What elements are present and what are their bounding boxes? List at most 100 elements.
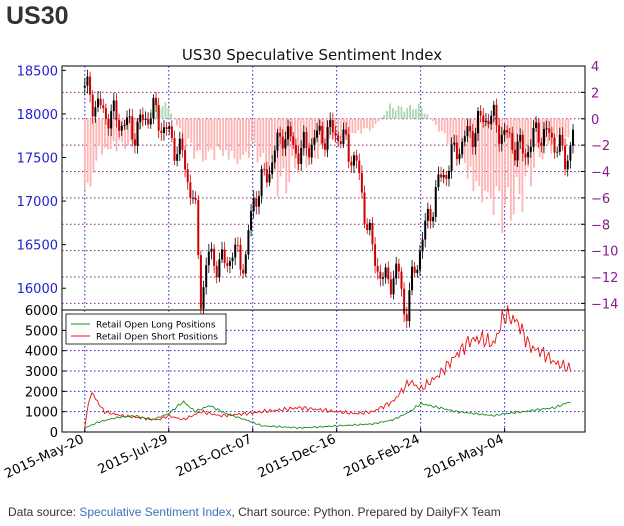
ssi-bar-100 xyxy=(371,118,374,129)
candle-body-86 xyxy=(310,144,313,158)
candle-body-133 xyxy=(434,187,437,217)
candle-body-132 xyxy=(432,216,435,222)
ssi-bar-147 xyxy=(507,118,509,188)
bottom-tick-label-4: 4000 xyxy=(25,345,58,360)
candle-body-6 xyxy=(99,98,102,106)
candle-body-130 xyxy=(426,208,429,221)
ssi-bar-50 xyxy=(227,118,230,160)
ssi-bar-131 xyxy=(461,118,463,158)
candle-body-148 xyxy=(474,133,477,147)
ssi-bar-14 xyxy=(124,118,126,150)
legend-label-0: Retail Open Long Positions xyxy=(96,321,216,331)
candle-body-10 xyxy=(110,111,113,129)
ssi-bar-49 xyxy=(224,118,227,151)
ssi-bar-54 xyxy=(239,118,242,160)
right-tick-label-1: 2 xyxy=(591,86,599,101)
candle-body-170 xyxy=(532,127,535,147)
candle-body-131 xyxy=(429,208,432,222)
bottom-tick-label-6: 6000 xyxy=(25,304,58,319)
candle-body-126 xyxy=(416,269,419,273)
candle-body-54 xyxy=(226,263,229,266)
candle-body-45 xyxy=(202,287,205,309)
ssi-bar-51 xyxy=(230,118,233,151)
left-tick-label-4: 18000 xyxy=(17,108,58,123)
ssi-bar-124 xyxy=(440,118,443,131)
candle-body-28 xyxy=(157,105,160,131)
candle-body-62 xyxy=(247,230,250,255)
left-tick-label-2: 17000 xyxy=(17,195,58,210)
ssi-bar-6 xyxy=(101,118,103,155)
candle-body-119 xyxy=(397,263,400,272)
candle-body-127 xyxy=(418,251,421,270)
candle-body-128 xyxy=(421,239,424,252)
candle-body-136 xyxy=(442,174,445,178)
ssi-bar-99 xyxy=(368,118,371,132)
candle-body-63 xyxy=(250,211,253,231)
candle-body-141 xyxy=(455,142,458,160)
candle-body-34 xyxy=(173,138,176,161)
candle-body-66 xyxy=(257,196,260,207)
candle-body-23 xyxy=(144,119,147,121)
top-frame xyxy=(61,65,586,311)
candle-body-124 xyxy=(411,266,414,291)
ssi-bar-30 xyxy=(170,113,173,119)
candle-body-20 xyxy=(136,121,139,146)
candle-body-162 xyxy=(511,133,514,150)
candle-body-108 xyxy=(368,222,371,231)
candle-body-117 xyxy=(392,278,395,295)
ssi-bar-160 xyxy=(544,118,547,143)
ssi-bar-17 xyxy=(132,118,135,144)
ssi-bar-72 xyxy=(291,118,293,156)
ssi-bar-137 xyxy=(478,118,481,187)
candle-body-7 xyxy=(102,105,105,109)
candle-body-182 xyxy=(564,145,567,170)
candle-body-88 xyxy=(316,130,319,138)
candle-body-173 xyxy=(540,142,543,146)
candle-body-115 xyxy=(387,267,390,280)
candle-body-42 xyxy=(194,197,197,200)
ssi-bar-44 xyxy=(210,118,213,150)
right-tick-label-8: −12 xyxy=(591,271,618,286)
ssi-bar-36 xyxy=(187,118,190,139)
ssi-bar-11 xyxy=(115,118,118,152)
candle-body-145 xyxy=(466,126,469,137)
ssi-bar-90 xyxy=(342,118,345,134)
candle-body-13 xyxy=(118,120,121,131)
ssi-bar-134 xyxy=(469,118,472,167)
ssi-bar-135 xyxy=(472,118,475,192)
ssi-bar-35 xyxy=(184,118,187,148)
candle-body-57 xyxy=(234,244,237,258)
ssi-bar-136 xyxy=(475,118,478,181)
ssi-bar-102 xyxy=(377,118,380,122)
candle-body-107 xyxy=(366,223,369,231)
candle-body-123 xyxy=(408,290,411,322)
ssi-bar-15 xyxy=(127,118,129,146)
candle-body-179 xyxy=(556,151,559,153)
ssi-bar-133 xyxy=(466,118,469,179)
candle-body-40 xyxy=(189,182,192,198)
ssi-bar-167 xyxy=(564,118,567,137)
candle-body-95 xyxy=(334,132,337,136)
ssi-link[interactable]: Speculative Sentiment Index xyxy=(79,505,232,519)
candle-body-183 xyxy=(566,160,569,170)
ssi-bar-71 xyxy=(288,118,291,182)
ssi-bar-64 xyxy=(268,118,270,180)
ssi-bar-62 xyxy=(262,118,265,153)
legend-label-1: Retail Open Short Positions xyxy=(96,333,218,343)
candle-body-65 xyxy=(255,198,258,207)
ssi-bar-45 xyxy=(213,118,216,160)
ssi-bar-42 xyxy=(204,118,207,161)
price-sentiment-panel: 16000 16500 17000 17500 18000 18500 4 2 0 −2 −4 −6 −… xyxy=(17,60,618,329)
candle-body-90 xyxy=(321,125,324,144)
ssi-bar-75 xyxy=(299,118,302,152)
candle-body-38 xyxy=(184,150,187,170)
ssi-bar-78 xyxy=(308,118,311,156)
ssi-bar-0 xyxy=(83,118,86,190)
candle-body-111 xyxy=(376,265,379,272)
ssi-bar-1 xyxy=(86,118,89,183)
ssi-bar-79 xyxy=(311,118,314,147)
ssi-bar-93 xyxy=(351,118,354,134)
ssi-bar-46 xyxy=(216,118,219,147)
candle-body-150 xyxy=(479,110,482,116)
candle-body-161 xyxy=(508,132,511,134)
